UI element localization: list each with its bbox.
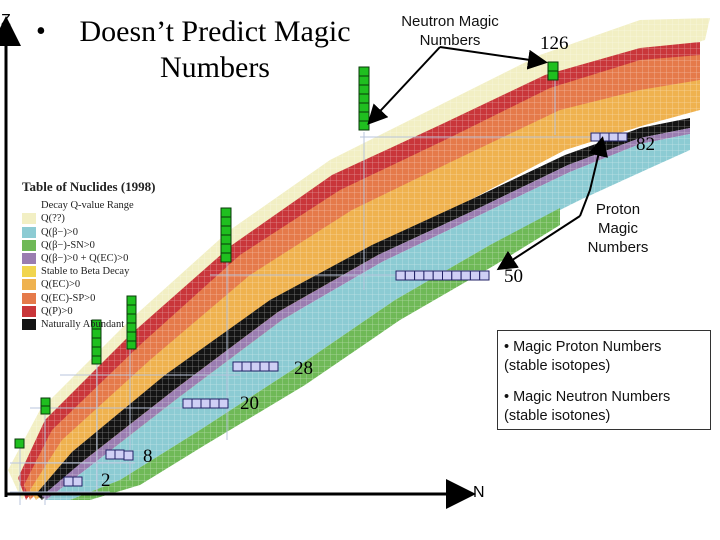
legend-swatch xyxy=(22,318,36,330)
neutron-magic-126: 126 xyxy=(540,33,569,54)
n-axis-label: N xyxy=(473,484,485,501)
legend-item: Q(β−)>0 xyxy=(22,226,156,239)
legend-label: Naturally Abundant xyxy=(41,318,125,330)
proton-magic-28: 28 xyxy=(294,358,313,379)
legend-label: Q(EC)-SP>0 xyxy=(41,292,96,304)
proton-magic-8: 8 xyxy=(143,446,153,467)
legend-swatch xyxy=(22,279,36,291)
neutron-magic-note: Neutron Magic Numbers xyxy=(401,13,499,49)
legend-item: Naturally Abundant xyxy=(22,318,156,331)
legend-item: Q(β−)>0 + Q(EC)>0 xyxy=(22,252,156,265)
annotation-arrows xyxy=(367,46,608,271)
proton-magic-note: Proton Magic Numbers xyxy=(587,201,649,256)
legend-item: Q(EC)>0 xyxy=(22,278,156,291)
legend-item: Q(β−)-SN>0 xyxy=(22,239,156,252)
legend-swatch xyxy=(22,292,36,304)
proton-magic-20: 20 xyxy=(240,393,259,414)
callout-item-neutron: • Magic Neutron Numbers (stable isotones… xyxy=(504,389,671,424)
legend-swatch xyxy=(22,266,36,278)
neutron-magic-bars xyxy=(14,61,559,449)
magic-numbers-callout: • Magic Proton Numbers (stable isotopes)… xyxy=(497,330,711,430)
proton-magic-82: 82 xyxy=(636,134,655,155)
legend-label: Stable to Beta Decay xyxy=(41,266,130,278)
legend-label: Q(β−)-SN>0 xyxy=(41,239,95,251)
legend-label: Q(P)>0 xyxy=(41,305,73,317)
title-text: Doesn’t Predict Magic Numbers xyxy=(79,15,351,84)
legend-label: Q(??) xyxy=(41,213,65,225)
proton-magic-50: 50 xyxy=(504,266,523,287)
legend-label: Q(β−)>0 + Q(EC)>0 xyxy=(41,252,129,264)
legend-item: Q(EC)-SP>0 xyxy=(22,292,156,305)
slide-title: • Doesn’t Predict Magic Numbers xyxy=(30,14,370,86)
legend-item: Stable to Beta Decay xyxy=(22,265,156,278)
legend-label: Q(β−)>0 xyxy=(41,226,79,238)
callout-item-proton: • Magic Proton Numbers (stable isotopes) xyxy=(504,339,662,374)
axes xyxy=(0,16,476,509)
legend-swatch xyxy=(22,305,36,317)
legend-swatch xyxy=(22,253,36,265)
legend-header: Decay Q-value Range xyxy=(41,200,134,212)
legend-swatch xyxy=(22,239,36,251)
proton-magic-2: 2 xyxy=(101,470,111,491)
legend-title: Table of Nuclides (1998) xyxy=(22,179,156,194)
legend-swatch xyxy=(22,213,36,225)
nuclide-legend: Table of Nuclides (1998) Decay Q-value R… xyxy=(22,180,156,331)
z-axis-label: Z xyxy=(1,12,11,29)
legend-label: Q(EC)>0 xyxy=(41,279,81,291)
guide-lines xyxy=(10,80,590,505)
title-bullet: • xyxy=(36,16,46,47)
legend-swatch xyxy=(22,226,36,238)
legend-item: Q(??) xyxy=(22,212,156,225)
legend-item: Q(P)>0 xyxy=(22,305,156,318)
